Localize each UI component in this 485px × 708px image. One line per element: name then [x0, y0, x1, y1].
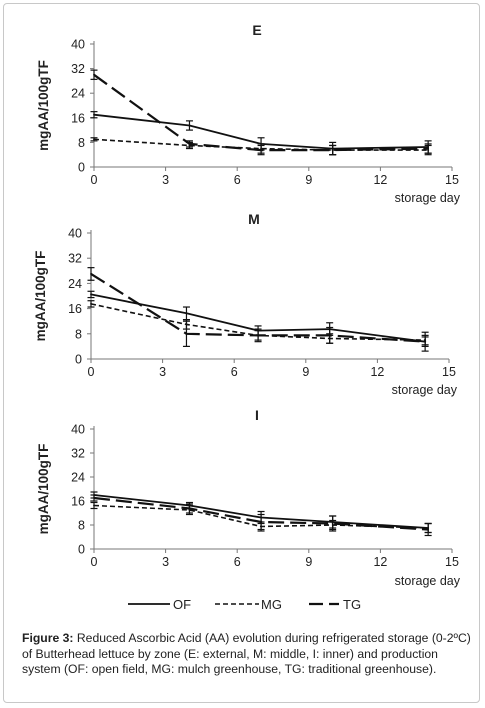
y-tick-label: 24	[71, 471, 85, 485]
x-tick-label: 3	[159, 365, 166, 379]
x-tick-label: 9	[305, 173, 312, 187]
data-point-OF	[90, 293, 92, 296]
data-point-TG	[93, 497, 95, 499]
y-tick-label: 32	[71, 62, 85, 76]
data-point-TG	[185, 332, 188, 335]
data-point-OF	[188, 124, 191, 127]
y-axis-label: mgAA/100gTF	[33, 251, 48, 342]
y-tick-label: 24	[68, 277, 82, 291]
figure-caption: Figure 3: Reduced Ascorbic Acid (AA) evo…	[22, 631, 474, 678]
x-tick-label: 15	[442, 365, 456, 379]
data-point-TG	[188, 143, 191, 145]
chart-title: E	[252, 22, 261, 38]
x-axis-label: storage day	[395, 191, 461, 205]
data-point-TG	[331, 149, 334, 151]
data-point-TG	[328, 334, 331, 337]
legend-label-MG: MG	[261, 597, 282, 612]
y-tick-label: 40	[71, 423, 85, 437]
y-tick-label: 0	[78, 161, 85, 175]
data-point-MG	[93, 138, 95, 141]
y-axis-label: mgAA/100gTF	[36, 60, 51, 151]
x-tick-label: 15	[445, 555, 459, 569]
x-tick-label: 15	[445, 173, 459, 187]
data-point-TG	[188, 507, 191, 510]
x-tick-label: 3	[162, 555, 169, 569]
data-point-TG	[424, 340, 427, 343]
data-point-TG	[427, 147, 430, 150]
data-point-TG	[257, 334, 259, 337]
data-point-OF	[93, 113, 95, 116]
x-tick-label: 12	[373, 173, 387, 187]
legend-label-OF: OF	[173, 597, 191, 612]
chart-panel-M: M 0 8 16 24 32 40 0 3 6 9 12 15 mgAA/100gTF storage da…	[33, 211, 458, 397]
y-tick-label: 32	[71, 447, 85, 461]
chart-panel-I: I 0 8 16 24 32 40 0 3 6 9 12 15 mgAA/100gTF storage da…	[36, 407, 461, 588]
y-tick-label: 16	[68, 302, 82, 316]
y-tick-label: 0	[78, 543, 85, 557]
data-point-MG	[90, 302, 92, 305]
y-tick-label: 32	[68, 252, 82, 266]
y-tick-label: 24	[71, 87, 85, 101]
data-point-TG	[427, 528, 430, 531]
x-tick-label: 0	[91, 555, 98, 569]
y-tick-label: 16	[71, 111, 85, 125]
y-tick-label: 16	[71, 495, 85, 509]
x-tick-label: 0	[91, 173, 98, 187]
x-tick-label: 9	[302, 365, 309, 379]
y-tick-label: 40	[68, 227, 82, 241]
chart-panel-E: E 0 8 16 24 32 40 0 3 6 9 12 15 mgAA/100gTF storage da…	[36, 22, 461, 205]
x-tick-label: 6	[231, 365, 238, 379]
caption-text: Reduced Ascorbic Acid (AA) evolution dur…	[22, 631, 471, 677]
caption-label: Figure 3:	[22, 631, 74, 645]
data-point-TG	[331, 522, 334, 525]
x-tick-label: 6	[234, 173, 241, 187]
x-tick-label: 3	[162, 173, 169, 187]
y-tick-label: 0	[75, 353, 82, 367]
chart-title: M	[248, 211, 260, 227]
data-point-MG	[93, 504, 95, 507]
figure-frame: E 0 8 16 24 32 40 0 3 6 9 12 15 mgAA/100gTF storage da…	[3, 3, 480, 703]
x-axis-label: storage day	[392, 383, 458, 397]
data-point-TG	[260, 149, 262, 151]
legend: OF MG TG	[128, 597, 361, 612]
x-tick-label: 0	[88, 365, 95, 379]
data-point-TG	[93, 73, 95, 76]
x-tick-label: 12	[373, 555, 387, 569]
data-point-TG	[90, 273, 92, 275]
x-tick-label: 6	[234, 555, 241, 569]
y-tick-label: 8	[78, 136, 85, 150]
y-axis-label: mgAA/100gTF	[36, 444, 51, 535]
legend-label-TG: TG	[343, 597, 361, 612]
chart-title: I	[255, 407, 259, 423]
y-tick-label: 8	[75, 327, 82, 341]
x-tick-label: 9	[305, 555, 312, 569]
x-axis-label: storage day	[395, 574, 461, 588]
y-tick-label: 8	[78, 519, 85, 533]
x-tick-label: 12	[370, 365, 384, 379]
data-point-TG	[260, 521, 262, 523]
y-tick-label: 40	[71, 38, 85, 52]
data-point-OF	[185, 312, 188, 315]
